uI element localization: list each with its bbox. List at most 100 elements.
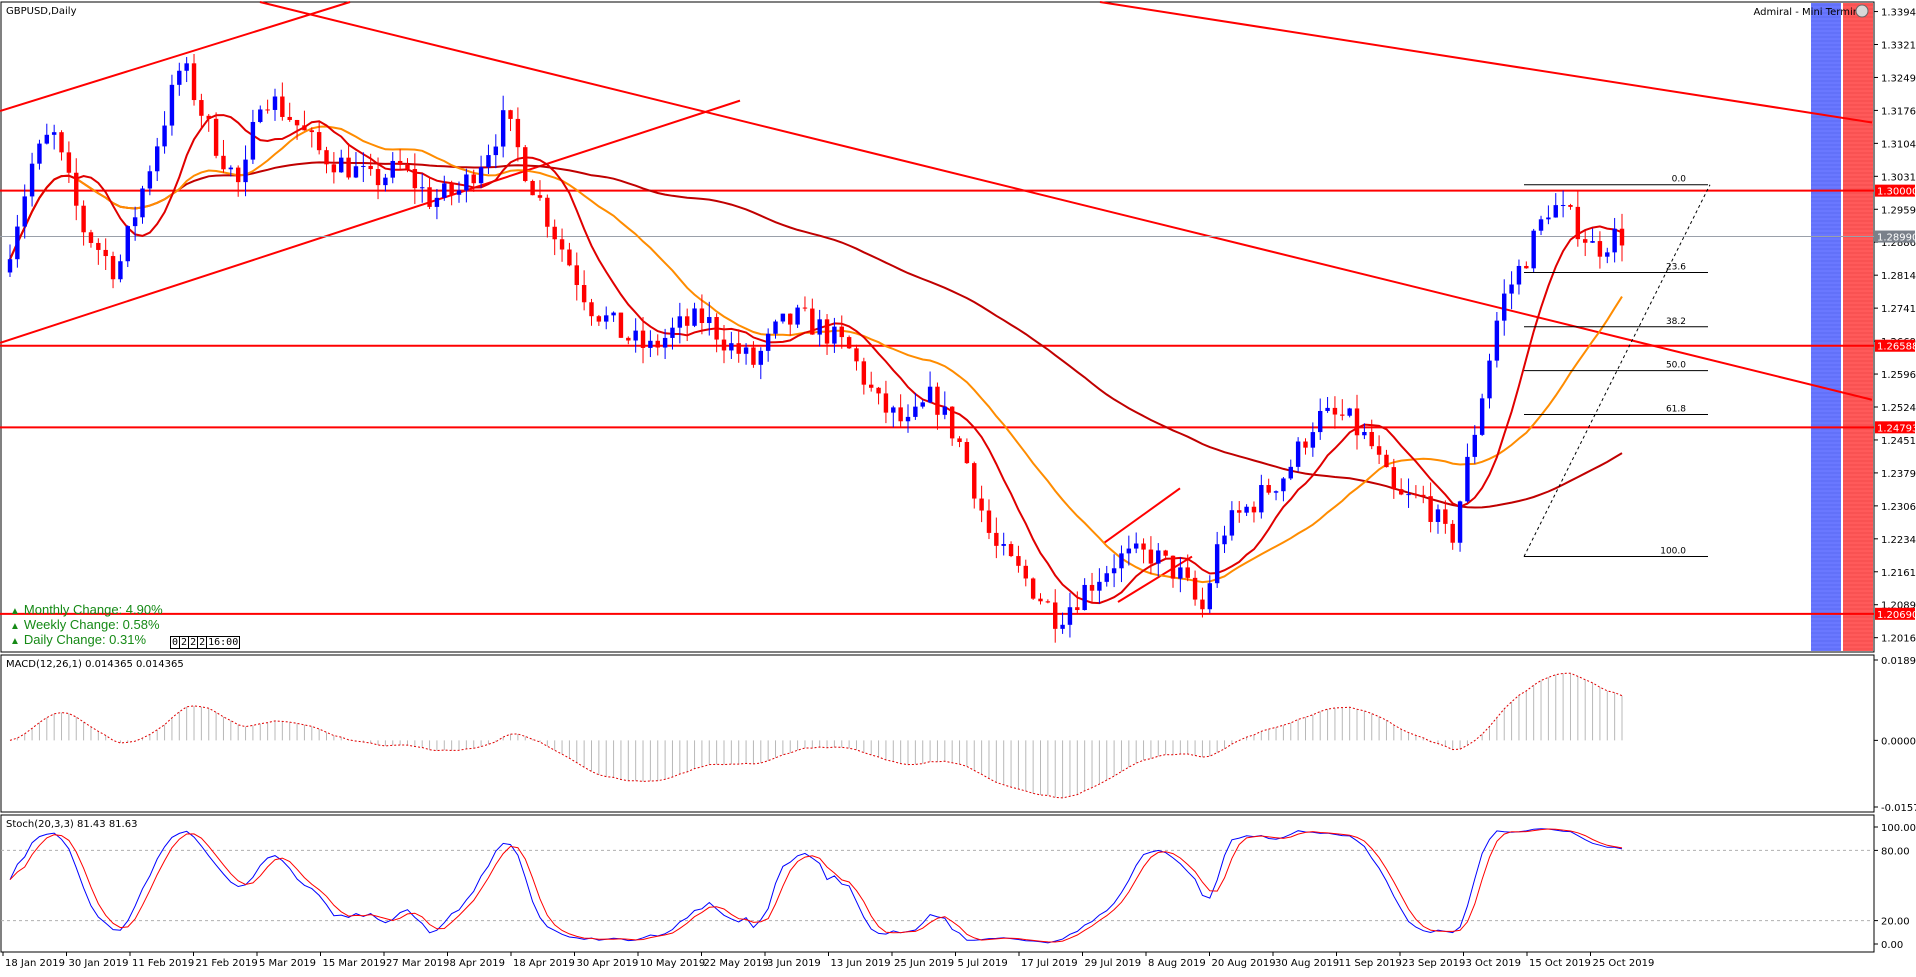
candle-body: [81, 205, 86, 233]
candle-body: [876, 387, 881, 394]
price-tick-label: 1.33215: [1881, 41, 1916, 52]
candle-body: [898, 407, 903, 422]
candle-body: [1428, 496, 1433, 522]
candle-body: [802, 307, 808, 309]
candle-body: [1222, 535, 1227, 545]
candle-body: [655, 340, 660, 348]
candle-body: [493, 146, 499, 156]
candle-body: [368, 165, 373, 170]
candle-body: [589, 302, 594, 317]
candle-body: [530, 180, 535, 196]
candle-body: [1516, 265, 1522, 285]
candle-body: [1281, 478, 1286, 492]
candle-body: [7, 259, 13, 273]
stoch-tick-label: 0.00: [1881, 940, 1903, 951]
candle-body: [677, 316, 683, 328]
fib-level-label: 61.8: [1666, 405, 1686, 415]
candle-body: [891, 407, 896, 413]
candle-body: [1045, 601, 1051, 603]
candle-body: [1097, 581, 1102, 591]
candle-body: [972, 463, 977, 499]
candle-body: [419, 187, 425, 189]
candle-body: [74, 172, 79, 206]
candle-body: [537, 195, 543, 198]
trend-line-upper-channel: [0, 1, 351, 113]
price-tick-label: 1.28140: [1881, 271, 1916, 282]
terminal-blue-stripe: [1811, 3, 1841, 651]
price-tick-label: 1.22340: [1881, 535, 1916, 546]
candle-body: [294, 119, 300, 126]
candle-body: [44, 134, 50, 144]
candle-body: [1479, 398, 1485, 435]
candle-body: [383, 177, 388, 186]
date-tick-label: 21 Feb 2019: [196, 958, 258, 969]
candle-body: [1192, 577, 1198, 600]
trend-line-major-down: [259, 1, 1873, 401]
candle-body: [1273, 491, 1279, 493]
date-tick-label: 15 Oct 2019: [1529, 958, 1591, 969]
candle-body: [626, 337, 631, 341]
candle-body: [824, 319, 830, 344]
candle-body: [861, 361, 867, 385]
candle-body: [1509, 284, 1514, 294]
price-tick-label: 1.20890: [1881, 601, 1916, 612]
candle-body: [942, 406, 948, 415]
candle-body: [397, 160, 403, 165]
candle-body: [1597, 241, 1603, 257]
candle-body: [1472, 434, 1477, 457]
candle-body: [1178, 567, 1183, 579]
candle-body: [1244, 506, 1249, 513]
stoch-tick-label: 80.00: [1881, 846, 1910, 857]
candle-body: [1119, 553, 1124, 569]
candle-body: [699, 308, 705, 324]
candle-body: [913, 406, 918, 417]
candle-body: [339, 157, 344, 173]
candle-body: [1406, 494, 1411, 496]
price-tick-label: 1.30315: [1881, 172, 1916, 183]
candle-body: [184, 63, 189, 71]
candle-body: [324, 150, 329, 165]
candle-body: [361, 165, 366, 167]
candle-body: [758, 350, 764, 365]
date-tick-label: 8 Aug 2019: [1148, 958, 1206, 969]
candle-body: [88, 232, 94, 243]
price-tick-label: 1.33940: [1881, 8, 1916, 19]
candle-body: [1376, 446, 1382, 455]
candle-body: [1494, 320, 1500, 361]
candle-body: [604, 315, 609, 322]
symbol-label: GBPUSD,Daily: [6, 6, 77, 17]
date-tick-label: 29 Jul 2019: [1085, 958, 1142, 969]
candle-body: [640, 330, 646, 348]
candle-body: [1053, 602, 1058, 629]
candle-body: [1443, 509, 1448, 524]
candle-body: [949, 406, 955, 439]
candle-body: [155, 146, 160, 172]
date-tick-label: 3 Jun 2019: [767, 958, 821, 969]
level-price-tag: [1875, 607, 1915, 620]
candle-body: [66, 152, 72, 173]
candle-body: [500, 110, 506, 147]
candle-body: [103, 249, 108, 257]
candle-body: [1354, 408, 1360, 436]
candle-body: [846, 337, 852, 349]
candle-body: [810, 308, 815, 335]
candle-body: [648, 340, 653, 348]
candle-body: [287, 116, 292, 120]
candle-body: [832, 326, 837, 344]
fib-level-label: 100.0: [1660, 547, 1686, 557]
candle-body: [213, 118, 219, 156]
candle-body: [29, 163, 35, 197]
candle-body: [162, 125, 167, 147]
candle-body: [1465, 456, 1470, 502]
date-tick-label: 25 Oct 2019: [1593, 958, 1655, 969]
price-tick-label: 1.25240: [1881, 403, 1916, 414]
candle-body: [449, 183, 454, 195]
price-tick-label: 1.23790: [1881, 469, 1916, 480]
candle-body: [1332, 407, 1338, 415]
candle-body: [427, 187, 432, 207]
candle-body: [235, 167, 241, 183]
macd-tick-label: 0.018985: [1881, 656, 1916, 667]
candle-body: [118, 261, 123, 280]
candle-body: [927, 386, 933, 403]
